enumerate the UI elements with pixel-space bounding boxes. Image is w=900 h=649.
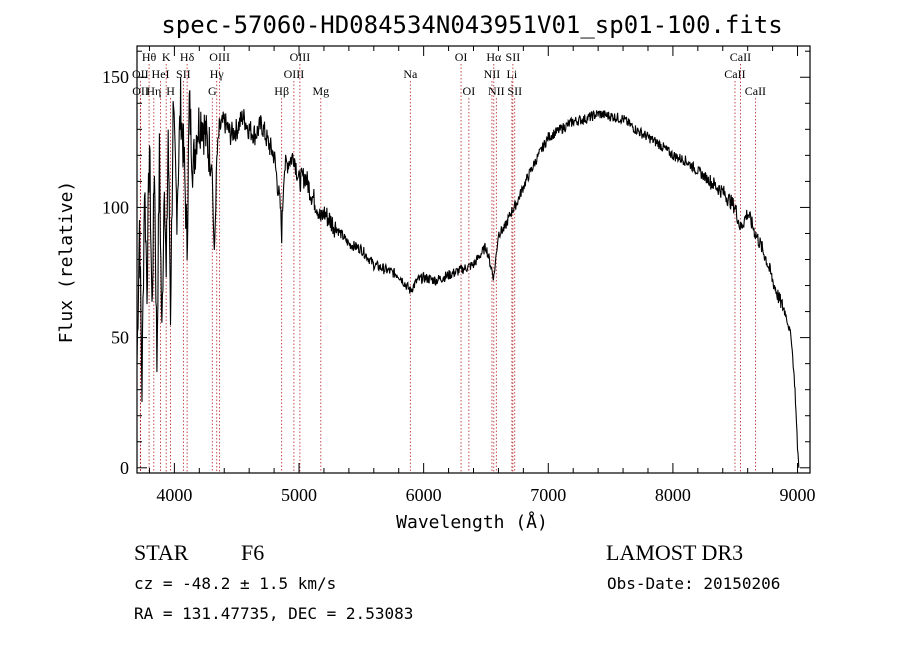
y-axis-label: Flux (relative) — [56, 181, 77, 344]
plot-frame — [136, 45, 811, 474]
y-tick-label: 50 — [111, 328, 129, 348]
spectral-line-label: Mg — [312, 84, 329, 98]
spectral-line-label: CaII — [745, 84, 766, 98]
spectral-line-label: OIII — [209, 50, 230, 64]
y-tick-label: 0 — [120, 458, 129, 478]
spectral-line-label: Hδ — [180, 50, 195, 64]
x-axis-label: Wavelength (Å) — [396, 511, 548, 533]
spectral-line-label: SII — [176, 67, 191, 81]
spectral-line-label: Hγ — [210, 67, 225, 81]
x-tick-label: 4000 — [156, 485, 192, 505]
observation-date: Obs-Date: 20150206 — [607, 574, 781, 593]
x-tick-label: 9000 — [780, 485, 816, 505]
y-tick-label: 100 — [102, 197, 129, 217]
spectral-line-label: NII — [484, 67, 501, 81]
spectral-line-label: Hβ — [274, 84, 289, 98]
spectral-line-label: OIII — [290, 50, 311, 64]
x-tick-label: 8000 — [655, 485, 691, 505]
redshift-cz: cz = -48.2 ± 1.5 km/s — [134, 574, 337, 593]
spectral-line-label: Hα — [486, 50, 502, 64]
x-tick-label: 7000 — [530, 485, 566, 505]
spectral-line-label: SII — [506, 50, 521, 64]
spectral-line-label: HeI — [152, 67, 170, 81]
spectral-line-label: K — [162, 50, 171, 64]
spectral-line-label: H — [166, 84, 175, 98]
y-tick-label: 150 — [102, 67, 129, 87]
chart-title: spec-57060-HD084534N043951V01_sp01-100.f… — [161, 11, 782, 39]
spectral-line-label: G — [208, 84, 217, 98]
x-tick-label: 6000 — [406, 485, 442, 505]
object-subclass: F6 — [241, 540, 265, 565]
spectral-line-label: Li — [507, 67, 518, 81]
spectral-line-label: Hη — [146, 84, 161, 98]
spectral-line-label: OI — [455, 50, 468, 64]
spectral-line-label: Na — [403, 67, 418, 81]
spectral-line-label: SII — [507, 84, 522, 98]
spectral-line-label: OIII — [284, 67, 305, 81]
x-tick-label: 5000 — [281, 485, 317, 505]
coordinates: RA = 131.47735, DEC = 2.53083 — [134, 604, 414, 623]
object-class: STAR — [134, 540, 189, 565]
spectral-line-label: NII — [488, 84, 505, 98]
survey-name: LAMOST DR3 — [606, 540, 744, 565]
spectral-line-label: OI — [463, 84, 476, 98]
spectral-line-label: Hθ — [142, 50, 157, 64]
spectral-line-label: CaII — [724, 67, 745, 81]
spectral-line-label: CaII — [730, 50, 751, 64]
spectral-line-label: OII — [132, 67, 149, 81]
spectrum-line — [136, 77, 800, 468]
